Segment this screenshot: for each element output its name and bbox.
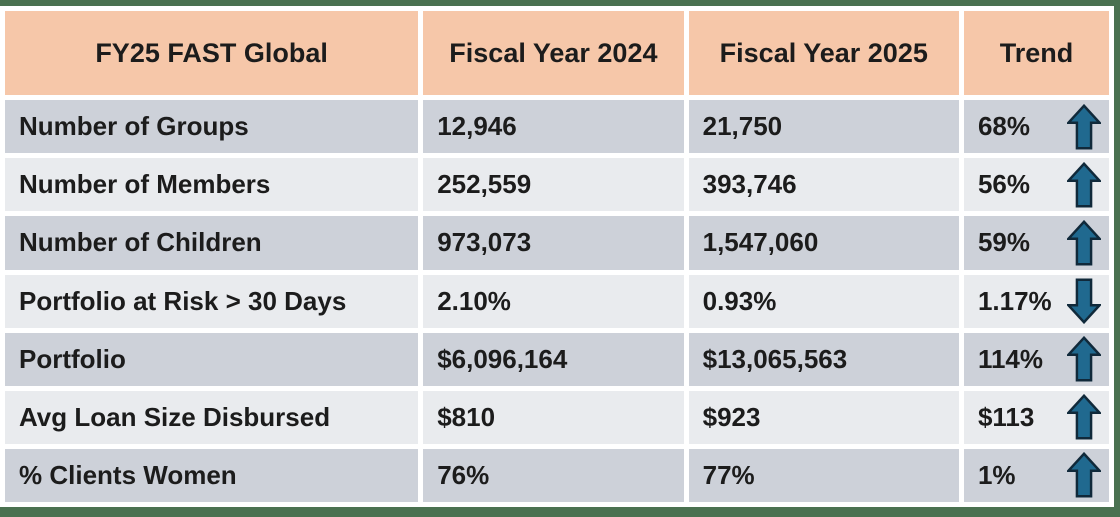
metric-label: Number of Members	[5, 158, 419, 212]
metric-label: Portfolio at Risk > 30 Days	[5, 274, 419, 328]
trend-up-icon	[1067, 336, 1101, 382]
trend-cell: $113	[963, 390, 1109, 444]
trend-value: 59%	[977, 227, 1030, 258]
fy25-fast-global-table: FY25 FAST Global Fiscal Year 2024 Fiscal…	[0, 6, 1114, 507]
trend-down-icon	[1067, 278, 1101, 324]
fy2024-value: 973,073	[423, 216, 684, 270]
table-row: % Clients Women 76% 77% 1%	[5, 448, 1109, 502]
fy2024-value: 12,946	[423, 100, 684, 154]
fy2025-value: 77%	[688, 448, 959, 502]
trend-value: 1%	[977, 459, 1016, 490]
trend-cell: 68%	[963, 100, 1109, 154]
trend-cell: 1%	[963, 448, 1109, 502]
metric-label: Number of Groups	[5, 100, 419, 154]
trend-up-icon	[1067, 162, 1101, 208]
fy2024-value: $6,096,164	[423, 332, 684, 386]
fy2024-value: 252,559	[423, 158, 684, 212]
metric-label: % Clients Women	[5, 448, 419, 502]
trend-value: 56%	[977, 169, 1030, 200]
trend-cell: 1.17%	[963, 274, 1109, 328]
column-header-trend: Trend	[963, 11, 1109, 96]
fy2025-value: 0.93%	[688, 274, 959, 328]
table-row: Avg Loan Size Disbursed $810 $923 $113	[5, 390, 1109, 444]
trend-value: 114%	[977, 343, 1044, 374]
metric-label: Portfolio	[5, 332, 419, 386]
fy2024-value: $810	[423, 390, 684, 444]
column-header-fy2025: Fiscal Year 2025	[688, 11, 959, 96]
trend-up-icon	[1067, 452, 1101, 498]
table-row: Portfolio $6,096,164 $13,065,563 114%	[5, 332, 1109, 386]
fy2025-value: $13,065,563	[688, 332, 959, 386]
metric-label: Avg Loan Size Disbursed	[5, 390, 419, 444]
fy2025-value: 1,547,060	[688, 216, 959, 270]
trend-up-icon	[1067, 104, 1101, 150]
table-row: Number of Children 973,073 1,547,060 59%	[5, 216, 1109, 270]
fy2024-value: 2.10%	[423, 274, 684, 328]
metric-label: Number of Children	[5, 216, 419, 270]
trend-cell: 56%	[963, 158, 1109, 212]
trend-cell: 59%	[963, 216, 1109, 270]
table-row: Number of Members 252,559 393,746 56%	[5, 158, 1109, 212]
table-title-header: FY25 FAST Global	[5, 11, 419, 96]
table-row: Number of Groups 12,946 21,750 68%	[5, 100, 1109, 154]
column-header-fy2024: Fiscal Year 2024	[423, 11, 684, 96]
fy2025-value: 393,746	[688, 158, 959, 212]
trend-up-icon	[1067, 220, 1101, 266]
header-row: FY25 FAST Global Fiscal Year 2024 Fiscal…	[5, 11, 1109, 96]
table-row: Portfolio at Risk > 30 Days 2.10% 0.93% …	[5, 274, 1109, 328]
trend-value: 1.17%	[977, 285, 1052, 316]
fy2025-value: $923	[688, 390, 959, 444]
trend-cell: 114%	[963, 332, 1109, 386]
trend-value: $113	[977, 401, 1035, 432]
fy2025-value: 21,750	[688, 100, 959, 154]
fy2024-value: 76%	[423, 448, 684, 502]
trend-value: 68%	[977, 111, 1030, 142]
trend-up-icon	[1067, 394, 1101, 440]
